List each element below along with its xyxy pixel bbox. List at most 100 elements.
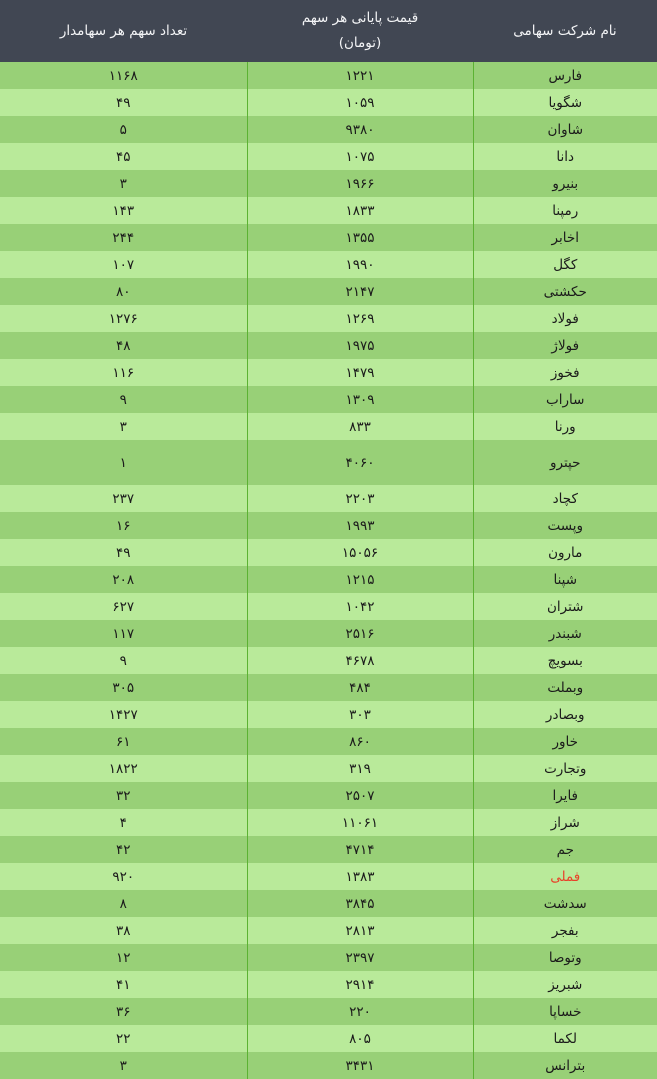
cell-company-name: ساراب: [473, 386, 657, 413]
cell-shares-per-holder: ۹: [0, 647, 248, 674]
table-row: دانا ۱۰۷۵ ۴۵: [0, 143, 657, 170]
cell-shares-per-holder: ۴۵: [0, 143, 248, 170]
cell-company-name: فملی: [473, 863, 657, 890]
table-row: لکما ۸۰۵ ۲۲: [0, 1025, 657, 1052]
cell-closing-price: ۱۹۶۶: [247, 170, 474, 197]
cell-closing-price: ۲۵۱۶: [247, 620, 474, 647]
table-row: بسویچ ۴۶۷۸ ۹: [0, 647, 657, 674]
cell-shares-per-holder: ۶۱: [0, 728, 248, 755]
table-row: شپنا ۱۲۱۵ ۲۰۸: [0, 566, 657, 593]
table-row: حکشتی ۲۱۴۷ ۸۰: [0, 278, 657, 305]
cell-company-name: وبصادر: [473, 701, 657, 728]
cell-shares-per-holder: ۸۰: [0, 278, 248, 305]
cell-closing-price: ۱۴۷۹: [247, 359, 474, 386]
table-row: خاور ۸۶۰ ۶۱: [0, 728, 657, 755]
table-header-row: نام شرکت سهامی قیمت پایانی هر سهم (تومان…: [0, 0, 657, 62]
cell-company-name: شبندر: [473, 620, 657, 647]
table-row: وبملت ۴۸۴ ۳۰۵: [0, 674, 657, 701]
table-row: وتوصا ۲۳۹۷ ۱۲: [0, 944, 657, 971]
cell-company-name: فخوز: [473, 359, 657, 386]
cell-closing-price: ۱۳۵۵: [247, 224, 474, 251]
table-row: وبصادر ۳۰۳ ۱۴۲۷: [0, 701, 657, 728]
cell-shares-per-holder: ۱۸۲۲: [0, 755, 248, 782]
cell-shares-per-holder: ۴: [0, 809, 248, 836]
table-row: فارس ۱۲۲۱ ۱۱۶۸: [0, 62, 657, 89]
cell-closing-price: ۴۷۱۴: [247, 836, 474, 863]
cell-company-name: رمپنا: [473, 197, 657, 224]
table-row: شبریز ۲۹۱۴ ۴۱: [0, 971, 657, 998]
cell-shares-per-holder: ۳۲: [0, 782, 248, 809]
cell-company-name: شپنا: [473, 566, 657, 593]
cell-closing-price: ۱۰۴۲: [247, 593, 474, 620]
table-row: سدشت ۳۸۴۵ ۸: [0, 890, 657, 917]
cell-company-name: حپترو: [473, 440, 657, 485]
cell-closing-price: ۳۸۴۵: [247, 890, 474, 917]
cell-closing-price: ۱۵۰۵۶: [247, 539, 474, 566]
cell-shares-per-holder: ۱۴۳: [0, 197, 248, 224]
cell-closing-price: ۴۸۴: [247, 674, 474, 701]
cell-closing-price: ۳۴۳۱: [247, 1052, 474, 1079]
cell-closing-price: ۹۳۸۰: [247, 116, 474, 143]
cell-shares-per-holder: ۱۰۷: [0, 251, 248, 278]
table-row: فولاد ۱۲۶۹ ۱۲۷۶: [0, 305, 657, 332]
table-row: کچاد ۲۲۰۳ ۲۳۷: [0, 485, 657, 512]
cell-shares-per-holder: ۳۸: [0, 917, 248, 944]
column-header-closing-price-line2: (تومان): [338, 35, 382, 51]
cell-shares-per-holder: ۴۹: [0, 539, 248, 566]
table-row: جم ۴۷۱۴ ۴۲: [0, 836, 657, 863]
cell-company-name: جم: [473, 836, 657, 863]
cell-shares-per-holder: ۳۰۵: [0, 674, 248, 701]
cell-shares-per-holder: ۱۶: [0, 512, 248, 539]
cell-shares-per-holder: ۴۱: [0, 971, 248, 998]
table-row: بفجر ۲۸۱۳ ۳۸: [0, 917, 657, 944]
cell-closing-price: ۲۸۱۳: [247, 917, 474, 944]
cell-company-name: ورنا: [473, 413, 657, 440]
cell-closing-price: ۲۲۰۳: [247, 485, 474, 512]
cell-closing-price: ۱۹۹۰: [247, 251, 474, 278]
cell-closing-price: ۱۱۰۶۱: [247, 809, 474, 836]
table-row: فایرا ۲۵۰۷ ۳۲: [0, 782, 657, 809]
cell-company-name: فولاد: [473, 305, 657, 332]
cell-company-name: شگویا: [473, 89, 657, 116]
cell-shares-per-holder: ۱۱۶۸: [0, 62, 248, 89]
cell-closing-price: ۲۳۹۷: [247, 944, 474, 971]
cell-closing-price: ۲۱۴۷: [247, 278, 474, 305]
cell-closing-price: ۱۳۰۹: [247, 386, 474, 413]
cell-shares-per-holder: ۱۱۶: [0, 359, 248, 386]
table-row: اخابر ۱۳۵۵ ۲۴۴: [0, 224, 657, 251]
table-header: نام شرکت سهامی قیمت پایانی هر سهم (تومان…: [0, 0, 657, 62]
cell-shares-per-holder: ۳۶: [0, 998, 248, 1025]
table-row: فخوز ۱۴۷۹ ۱۱۶: [0, 359, 657, 386]
table-row: کگل ۱۹۹۰ ۱۰۷: [0, 251, 657, 278]
cell-closing-price: ۱۹۹۳: [247, 512, 474, 539]
cell-shares-per-holder: ۲۴۴: [0, 224, 248, 251]
cell-shares-per-holder: ۲۰۸: [0, 566, 248, 593]
column-header-closing-price: قیمت پایانی هر سهم (تومان): [247, 0, 473, 62]
table-row: ورنا ۸۳۳ ۳: [0, 413, 657, 440]
cell-shares-per-holder: ۱۲: [0, 944, 248, 971]
cell-shares-per-holder: ۸: [0, 890, 248, 917]
cell-company-name: حکشتی: [473, 278, 657, 305]
cell-company-name: سدشت: [473, 890, 657, 917]
table-row: ساراب ۱۳۰۹ ۹: [0, 386, 657, 413]
table-body: فارس ۱۲۲۱ ۱۱۶۸ شگویا ۱۰۵۹ ۴۹ شاوان ۹۳۸۰ ۵ دانا ۱۰۷…: [0, 62, 657, 1079]
cell-company-name: شتران: [473, 593, 657, 620]
cell-company-name: خاور: [473, 728, 657, 755]
cell-closing-price: ۱۰۵۹: [247, 89, 474, 116]
cell-closing-price: ۴۰۶۰: [247, 440, 474, 485]
cell-closing-price: ۱۲۱۵: [247, 566, 474, 593]
cell-closing-price: ۱۰۷۵: [247, 143, 474, 170]
cell-closing-price: ۱۸۳۳: [247, 197, 474, 224]
table-row: شگویا ۱۰۵۹ ۴۹: [0, 89, 657, 116]
cell-closing-price: ۱۳۸۳: [247, 863, 474, 890]
column-header-shares-per-holder: تعداد سهم هر سهامدار: [0, 0, 247, 62]
cell-company-name: شبریز: [473, 971, 657, 998]
cell-company-name: اخابر: [473, 224, 657, 251]
table-row: وتجارت ۳۱۹ ۱۸۲۲: [0, 755, 657, 782]
table-row: شاوان ۹۳۸۰ ۵: [0, 116, 657, 143]
cell-company-name: مارون: [473, 539, 657, 566]
cell-shares-per-holder: ۴۸: [0, 332, 248, 359]
column-header-company-name: نام شرکت سهامی: [473, 0, 657, 62]
cell-closing-price: ۸۰۵: [247, 1025, 474, 1052]
